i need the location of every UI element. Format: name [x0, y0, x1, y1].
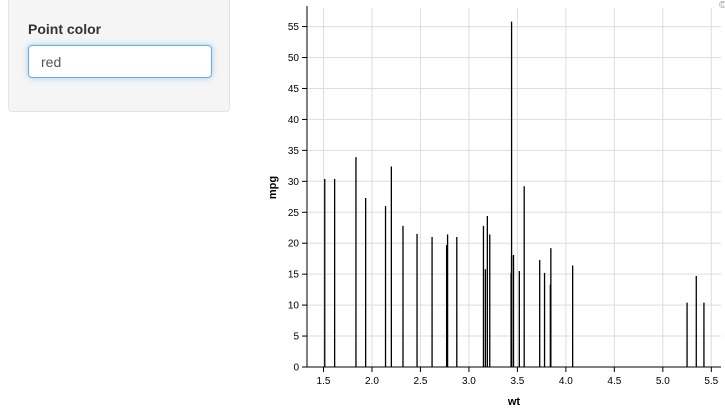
- x-tick-label: 2.5: [413, 376, 427, 387]
- x-tick-label: 5.5: [704, 376, 718, 387]
- y-tick-label: 55: [288, 22, 300, 33]
- x-tick-label: 3.5: [510, 376, 524, 387]
- y-tick-label: 35: [288, 146, 300, 157]
- x-tick-label: 4.5: [607, 376, 621, 387]
- y-tick-label: 5: [293, 332, 299, 343]
- y-axis-title: mpg: [267, 176, 279, 199]
- x-tick-label: 2.0: [365, 376, 379, 387]
- point-color-input[interactable]: [28, 45, 212, 78]
- corner-mark: ©: [719, 0, 725, 11]
- x-tick-label: 3.0: [462, 376, 476, 387]
- y-tick-label: 15: [288, 270, 300, 281]
- y-tick-label: 30: [288, 177, 300, 188]
- sidebar-panel: Point color: [8, 0, 230, 112]
- y-tick-label: 45: [288, 84, 300, 95]
- point-color-label: Point color: [28, 21, 102, 37]
- y-tick-label: 0: [293, 363, 299, 374]
- y-tick-label: 40: [288, 115, 300, 126]
- y-tick-label: 25: [288, 208, 300, 219]
- x-axis: 1.5 2.0 2.5 3.0 3.5 4.0 4.5 5.0 5.5: [307, 366, 721, 387]
- y-tick-label: 10: [288, 301, 300, 312]
- x-axis-title: wt: [507, 396, 521, 408]
- bars: [324, 21, 705, 367]
- x-tick-label: 4.0: [559, 376, 573, 387]
- y-tick-label: 20: [288, 239, 300, 250]
- y-tick-label: 50: [288, 53, 300, 64]
- y-axis: 0 5 10 15 20 25 30 35 40 45 50 55: [288, 6, 308, 374]
- x-tick-label: 5.0: [656, 376, 670, 387]
- x-tick-label: 1.5: [317, 376, 331, 387]
